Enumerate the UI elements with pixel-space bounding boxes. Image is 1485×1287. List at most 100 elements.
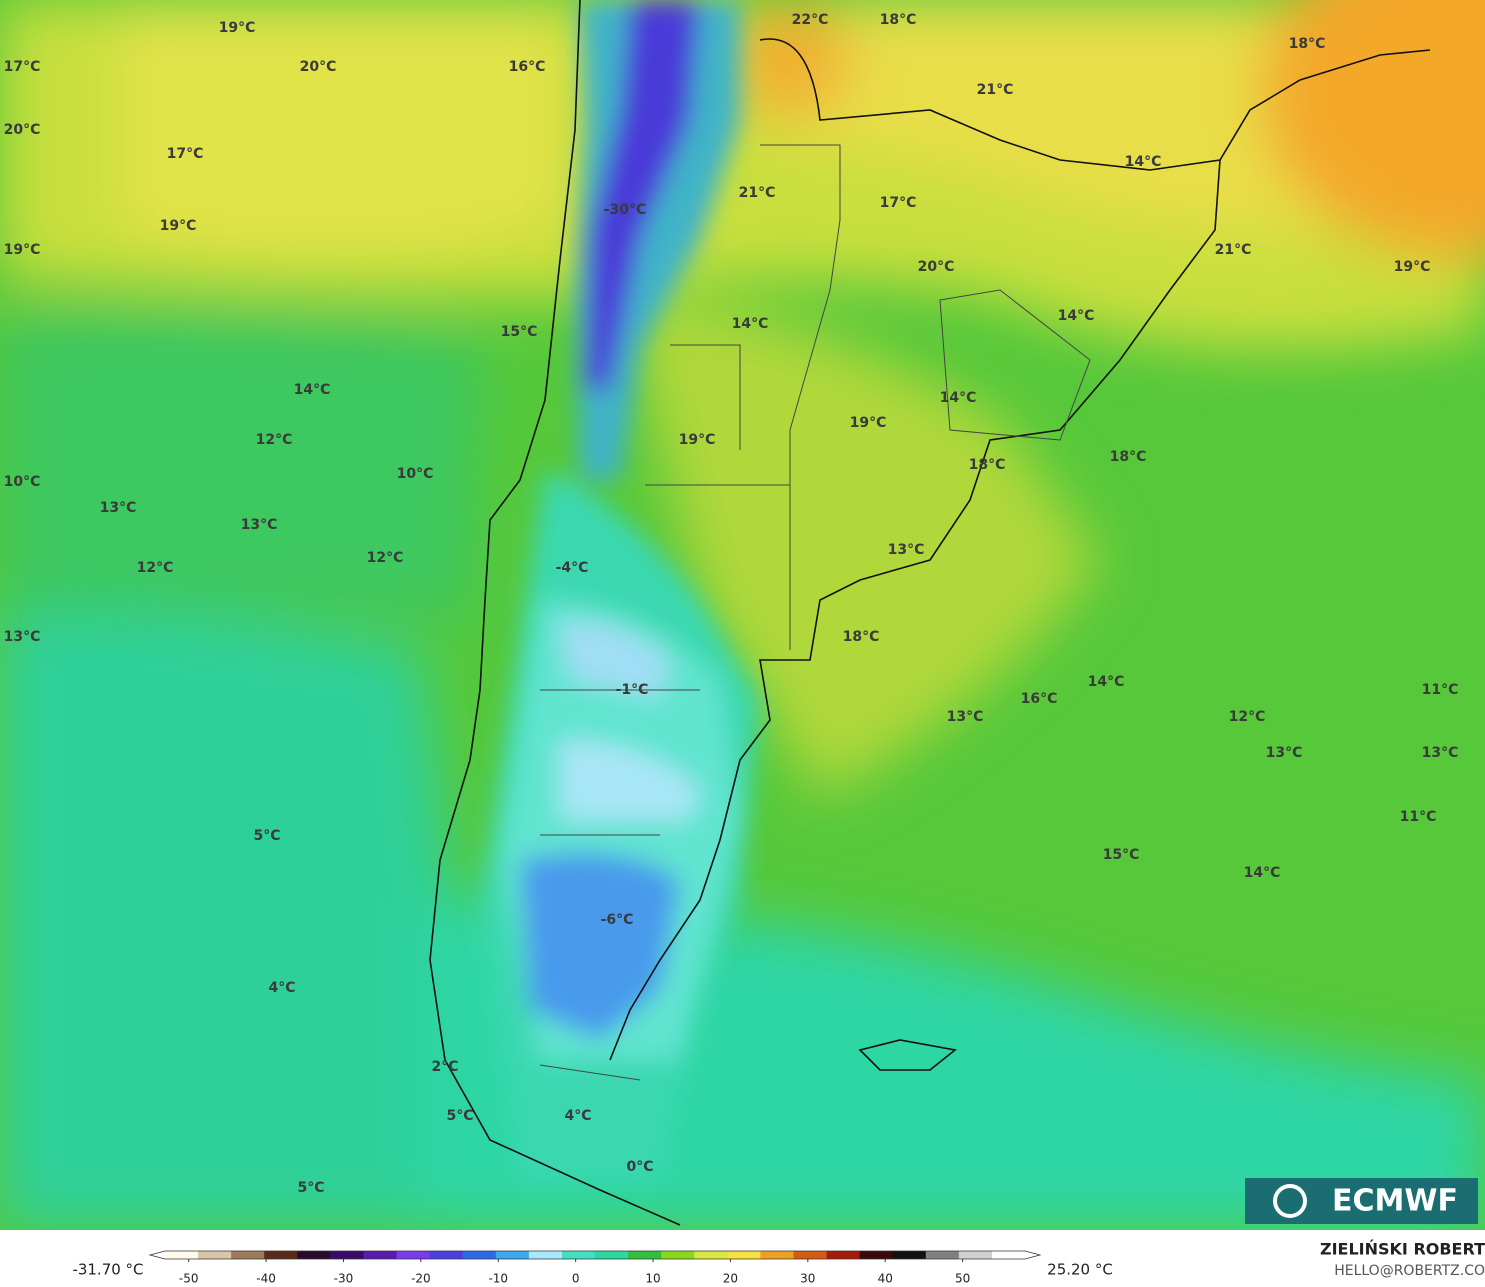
colorbar-swatch	[760, 1251, 794, 1259]
temp-label: 17°C	[880, 195, 917, 211]
temp-label: 12°C	[367, 550, 404, 566]
borders	[539, 144, 1091, 1081]
temp-label: 5°C	[446, 1108, 473, 1124]
temp-label: -4°C	[556, 560, 589, 576]
temp-label: 5°C	[253, 828, 280, 844]
temp-label: 11°C	[1400, 809, 1437, 825]
colorbar-tick-label: -50	[179, 1272, 199, 1286]
temp-label: 14°C	[940, 390, 977, 406]
colorbar-tick-label: 10	[645, 1272, 660, 1286]
temp-label: 15°C	[501, 324, 538, 340]
temperature-field	[0, 0, 1485, 1230]
colorbar-swatch	[727, 1251, 761, 1259]
temp-label: 10°C	[4, 474, 41, 490]
colorbar-swatch	[859, 1251, 894, 1259]
temp-label: 5°C	[297, 1180, 324, 1196]
temp-label: 13°C	[1422, 745, 1459, 761]
colorbar-swatch	[561, 1251, 596, 1259]
colorbar-tick-label: 20	[723, 1272, 738, 1286]
temp-label: 22°C	[792, 12, 829, 28]
author: ZIELIŃSKI ROBERT	[1320, 1240, 1485, 1259]
colorbar-swatch	[264, 1251, 298, 1259]
colorbar-swatch	[198, 1251, 232, 1259]
colorbar-tick-label: 30	[800, 1272, 815, 1286]
colorbar-swatch	[991, 1251, 1026, 1259]
colorbar-swatch	[528, 1251, 563, 1259]
temp-label: 13°C	[947, 709, 984, 725]
colorbar-min: -31.70 °C	[72, 1261, 143, 1279]
temp-label: 13°C	[888, 542, 925, 558]
colorbar-swatch	[495, 1251, 530, 1259]
colorbar-swatch	[925, 1251, 960, 1259]
colorbar-swatch	[363, 1251, 398, 1259]
temp-label: 21°C	[1215, 242, 1252, 258]
temp-label: 19°C	[1394, 259, 1431, 275]
temp-label: 16°C	[1021, 691, 1058, 707]
temp-label: 14°C	[1088, 674, 1125, 690]
colorbar-swatch	[958, 1251, 993, 1259]
colorbar-swatch	[694, 1251, 728, 1259]
temp-label: 19°C	[679, 432, 716, 448]
colorbar-tick-label: -40	[256, 1272, 276, 1286]
temp-label: 14°C	[1244, 865, 1281, 881]
temp-label: 13°C	[1266, 745, 1303, 761]
colorbar-swatch	[165, 1251, 199, 1259]
temp-label: 19°C	[219, 20, 256, 36]
colorbar-swatch	[231, 1251, 265, 1259]
temp-label: -1°C	[616, 682, 649, 698]
colorbar-outline	[148, 1250, 1042, 1260]
colorbar-tick-label: -30	[334, 1272, 354, 1286]
coastline	[429, 0, 1431, 1226]
temp-label: 19°C	[160, 218, 197, 234]
colorbar: -50 -40 -30 -20 -10 0 10 20 30 40 50	[148, 1250, 1042, 1286]
temp-label: 13°C	[4, 629, 41, 645]
temp-label: 13°C	[100, 500, 137, 516]
contact: HELLO@ROBERTZ.CO	[1334, 1263, 1485, 1279]
temp-label: 4°C	[564, 1108, 591, 1124]
temp-label: 20°C	[300, 59, 337, 75]
colorbar-max: 25.20 °C	[1047, 1261, 1113, 1279]
temp-label: 18°C	[843, 629, 880, 645]
colorbar-swatch	[661, 1251, 695, 1259]
colorbar-tick-label: -10	[488, 1272, 508, 1286]
temp-label: 14°C	[294, 382, 331, 398]
temp-label: 12°C	[256, 432, 293, 448]
colorbar-tick-label: 50	[955, 1272, 970, 1286]
temp-label: 20°C	[4, 122, 41, 138]
temp-label: 15°C	[1103, 847, 1140, 863]
colorbar-swatch	[595, 1251, 629, 1259]
temp-label: 12°C	[1229, 709, 1266, 725]
temp-label: 4°C	[268, 980, 295, 996]
temp-label: 20°C	[918, 259, 955, 275]
temperature-labels: 19°C 22°C 18°C 18°C 17°C 20°C 16°C 21°C 20°C 17°C…	[4, 12, 1459, 1196]
temp-label: 18°C	[880, 12, 917, 28]
temp-label: 11°C	[1422, 682, 1459, 698]
temp-label: 17°C	[4, 59, 41, 75]
colorbar-swatch	[826, 1251, 861, 1259]
colorbar-swatch	[793, 1251, 828, 1259]
temp-label: 2°C	[431, 1059, 458, 1075]
colorbar-swatch	[396, 1251, 431, 1259]
colorbar-swatch	[628, 1251, 662, 1259]
colorbar-swatch	[892, 1251, 927, 1259]
colorbar-swatch	[297, 1251, 331, 1259]
temp-label: 19°C	[4, 242, 41, 258]
temp-label: 14°C	[1125, 154, 1162, 170]
colorbar-swatch	[429, 1251, 464, 1259]
temp-label: -6°C	[601, 912, 634, 928]
temp-label: 18°C	[969, 457, 1006, 473]
temp-label: 10°C	[397, 466, 434, 482]
temp-label: 19°C	[850, 415, 887, 431]
colorbar-swatch	[462, 1251, 497, 1259]
temp-label: 12°C	[137, 560, 174, 576]
temp-label: 17°C	[167, 146, 204, 162]
temp-label: 18°C	[1289, 36, 1326, 52]
temp-label: 14°C	[732, 316, 769, 332]
temp-label: 21°C	[739, 185, 776, 201]
temp-label: 16°C	[509, 59, 546, 75]
logo-text: ECMWF	[1332, 1184, 1458, 1219]
colorbar-tick-label: -20	[411, 1272, 431, 1286]
temp-label: -30°C	[604, 202, 647, 218]
